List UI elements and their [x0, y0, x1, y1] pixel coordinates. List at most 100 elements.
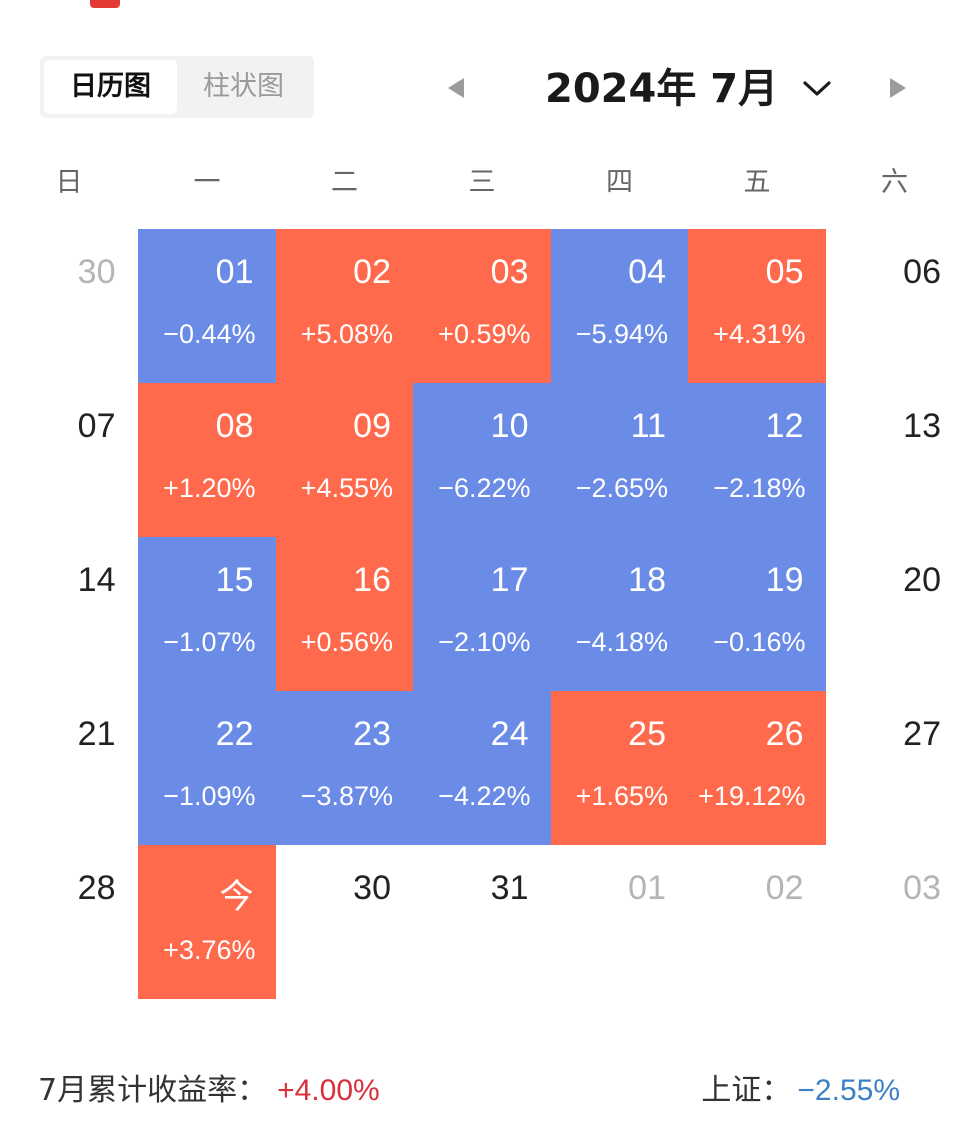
weekday-label: 三: [468, 167, 496, 198]
day-number: 30: [77, 253, 116, 291]
day-number: 28: [77, 869, 116, 907]
day-number: 31: [490, 869, 529, 907]
day-number: 04: [628, 253, 666, 291]
calendar-day-cell[interactable]: 07: [0, 383, 138, 537]
daily-return-value: −6.22%: [438, 473, 531, 503]
calendar-day-cell[interactable]: 05 +4.31%: [688, 229, 826, 383]
chevron-down-icon: [803, 81, 831, 96]
monthly-return-label: 7月累计收益率：: [38, 1073, 268, 1108]
daily-return-value: +0.56%: [300, 627, 393, 657]
day-number: 05: [765, 253, 804, 291]
daily-return-value: −2.65%: [575, 473, 668, 503]
day-number: 17: [490, 561, 529, 599]
daily-return-value: −0.44%: [163, 319, 256, 349]
day-number: 09: [353, 407, 391, 445]
calendar-day-cell[interactable]: 17 −2.10%: [413, 537, 551, 691]
daily-return-value: −0.16%: [713, 627, 806, 657]
daily-return-value: −3.87%: [300, 781, 393, 811]
daily-return-value: +4.55%: [300, 473, 393, 503]
calendar-day-cell[interactable]: 18 −4.18%: [550, 537, 688, 691]
calendar-day-cell[interactable]: 08 +1.20%: [138, 383, 276, 537]
calendar-day-cell[interactable]: 10 −6.22%: [413, 383, 551, 537]
calendar-day-cell[interactable]: 09 +4.55%: [275, 383, 413, 537]
day-number: 24: [490, 715, 529, 753]
calendar-day-cell[interactable]: 30: [276, 845, 414, 999]
daily-return-value: +1.65%: [575, 781, 668, 811]
day-number: 16: [353, 561, 391, 599]
calendar-day-cell[interactable]: 03: [826, 845, 960, 999]
calendar-day-cell[interactable]: 28: [0, 845, 138, 999]
calendar-day-cell[interactable]: 25 +1.65%: [550, 691, 688, 845]
calendar-day-cell[interactable]: 27: [826, 691, 960, 845]
day-number: 14: [77, 561, 116, 599]
calendar-day-cell[interactable]: 01: [551, 845, 689, 999]
month-selector[interactable]: 2024年 7月: [545, 62, 832, 116]
daily-return-value: −4.22%: [438, 781, 531, 811]
weekday-label: 六: [881, 167, 908, 198]
calendar-day-cell[interactable]: 11 −2.65%: [550, 383, 688, 537]
day-number: 13: [903, 407, 941, 445]
day-number: 01: [628, 869, 666, 907]
day-number: 今: [219, 878, 254, 916]
day-number: 10: [490, 407, 529, 445]
calendar-day-cell[interactable]: 30: [0, 229, 138, 383]
day-number: 03: [903, 869, 941, 907]
day-number: 11: [630, 407, 666, 445]
daily-return-value: +5.08%: [300, 319, 393, 349]
daily-return-value: +3.76%: [163, 935, 256, 965]
daily-return-value: −5.94%: [575, 319, 668, 349]
weekday-label: 五: [743, 167, 771, 198]
weekday-label: 二: [331, 167, 358, 198]
calendar-day-cell[interactable]: 22 −1.09%: [138, 691, 276, 845]
calendar-day-cell[interactable]: 02: [688, 845, 826, 999]
calendar-day-cell[interactable]: 02 +5.08%: [275, 229, 413, 383]
index-return-summary: 上证： −2.55%: [701, 1065, 900, 1109]
calendar-day-cell[interactable]: 12 −2.18%: [688, 383, 826, 537]
calendar-day-cell[interactable]: 03 +0.59%: [413, 229, 551, 383]
day-number: 02: [353, 253, 391, 291]
tab-bar-chart-view[interactable]: 柱状图: [203, 71, 284, 102]
day-number: 18: [628, 561, 666, 599]
day-number: 15: [215, 561, 254, 599]
day-number: 22: [215, 715, 254, 753]
calendar-day-cell[interactable]: 16 +0.56%: [275, 537, 413, 691]
calendar-day-cell[interactable]: 19 −0.16%: [688, 537, 826, 691]
day-number: 07: [77, 407, 116, 445]
calendar-day-cell[interactable]: 14: [0, 537, 138, 691]
day-number: 19: [765, 561, 804, 599]
day-number: 02: [765, 869, 804, 907]
calendar-day-cell[interactable]: 31: [413, 845, 551, 999]
tab-calendar-view[interactable]: 日历图: [44, 60, 177, 114]
calendar-day-cell[interactable]: 24 −4.22%: [413, 691, 551, 845]
calendar-day-cell[interactable]: 04 −5.94%: [550, 229, 688, 383]
calendar-day-cell[interactable]: 21: [0, 691, 138, 845]
day-number: 20: [903, 561, 941, 599]
day-number: 06: [903, 253, 941, 291]
day-number: 21: [77, 715, 116, 753]
daily-return-value: +4.31%: [713, 319, 806, 349]
calendar-day-cell[interactable]: 23 −3.87%: [275, 691, 413, 845]
day-number: 08: [215, 407, 254, 445]
month-label: 2024年 7月: [545, 66, 779, 112]
monthly-return-summary: 7月累计收益率： +4.00%: [38, 1065, 380, 1109]
calendar-day-cell[interactable]: 13: [826, 383, 960, 537]
view-toggle: 日历图 柱状图: [40, 56, 314, 118]
daily-return-value: +19.12%: [698, 781, 806, 811]
calendar-day-cell[interactable]: 今 +3.76%: [138, 845, 276, 999]
next-month-arrow-icon[interactable]: [890, 78, 906, 98]
weekday-label: 四: [606, 167, 633, 198]
calendar-day-cell[interactable]: 20: [826, 537, 960, 691]
previous-month-arrow-icon[interactable]: [448, 78, 464, 98]
calendar-day-cell[interactable]: 01 −0.44%: [138, 229, 276, 383]
index-return-value: −2.55%: [797, 1074, 900, 1107]
calendar-day-cell[interactable]: 26 +19.12%: [688, 691, 826, 845]
calendar-day-cell[interactable]: 15 −1.07%: [138, 537, 276, 691]
daily-return-value: +0.59%: [438, 319, 531, 349]
day-number: 12: [765, 407, 804, 445]
calendar-day-cell[interactable]: 06: [826, 229, 960, 383]
daily-return-value: −1.07%: [163, 627, 256, 657]
index-return-label: 上证：: [701, 1073, 792, 1108]
day-number: 23: [353, 715, 391, 753]
top-accent-bar: [90, 0, 120, 8]
daily-return-value: +1.20%: [163, 473, 256, 503]
